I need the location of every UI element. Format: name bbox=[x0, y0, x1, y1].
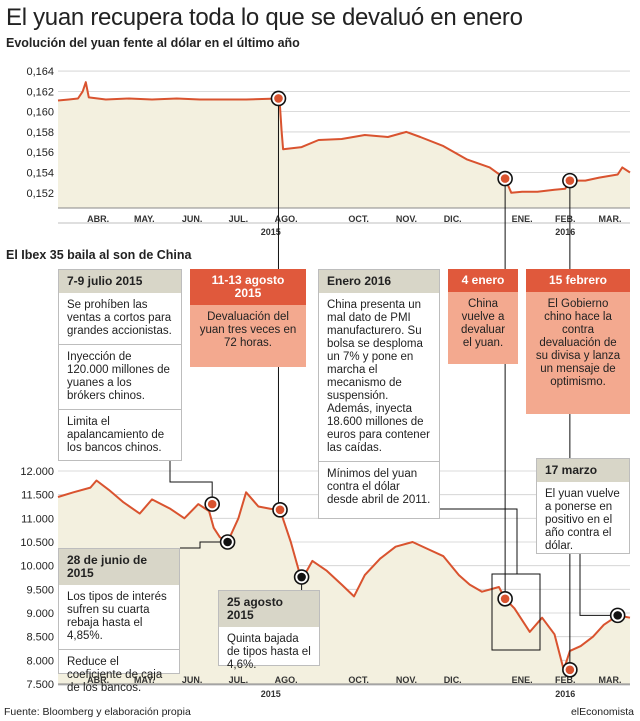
yuan-y-tick-label: 0,162 bbox=[26, 86, 54, 98]
ibex-area bbox=[58, 480, 630, 684]
box-jul-2015-p3: Limita el apalancamiento de los bancos c… bbox=[59, 409, 181, 461]
box-jul-2015-header: 7-9 julio 2015 bbox=[59, 270, 181, 293]
box-4-enero-header: 4 enero bbox=[448, 269, 518, 292]
yuan-x-tick-label: JUN. bbox=[182, 214, 203, 224]
yuan-x-tick-label: ABR. bbox=[87, 214, 109, 224]
yuan-x-tick-label: ENE. bbox=[512, 214, 533, 224]
box-aug-2015: 11-13 agosto 2015 Devaluación del yuan t… bbox=[190, 269, 306, 367]
brand-label: elEconomista bbox=[570, 706, 634, 718]
ene-highlight-box bbox=[491, 573, 541, 651]
box-ene-2016-p2: Mínimos del yuan contra el dólar desde a… bbox=[319, 461, 439, 513]
box-15-febrero: 15 febrero El Gobierno chino hace la con… bbox=[526, 269, 630, 414]
box-4-enero: 4 enero China vuelve a devaluar el yuan. bbox=[448, 269, 518, 364]
ibex-y-tick-label: 9.500 bbox=[26, 584, 54, 596]
box-17-marzo-header: 17 marzo bbox=[537, 459, 629, 482]
ibex-event-marker-dot bbox=[613, 611, 622, 620]
page-title: El yuan recupera toda lo que se devaluó … bbox=[6, 4, 523, 31]
ibex-y-tick-label: 8.500 bbox=[26, 632, 54, 644]
ibex-year-label: 2016 bbox=[555, 689, 575, 699]
ibex-x-tick-label: NOV. bbox=[396, 675, 417, 685]
yuan-y-tick-label: 0,152 bbox=[26, 188, 54, 200]
yuan-event-marker-dot bbox=[565, 176, 575, 185]
yuan-event-marker-dot bbox=[500, 174, 510, 183]
ibex-event-marker-dot bbox=[207, 499, 217, 509]
box-jul-2015-p2: Inyección de 120.000 millones de yuanes … bbox=[59, 344, 181, 409]
ibex-x-tick-label: DIC. bbox=[444, 675, 462, 685]
box-jul-2015: 7-9 julio 2015 Se prohíben las ventas a … bbox=[58, 269, 182, 461]
ibex-x-tick-label: MAY. bbox=[134, 675, 155, 685]
ibex-y-tick-label: 11.000 bbox=[21, 513, 54, 525]
yuan-x-tick-label: AGO. bbox=[275, 214, 298, 224]
yuan-y-tick-label: 0,154 bbox=[26, 168, 54, 180]
box-aug-2015-header: 11-13 agosto 2015 bbox=[190, 269, 306, 305]
ibex-y-tick-label: 8.000 bbox=[26, 655, 54, 667]
yuan-year-label: 2016 bbox=[555, 227, 575, 237]
yuan-x-tick-label: JUL. bbox=[229, 214, 249, 224]
ibex-event-marker-dot bbox=[565, 665, 575, 675]
ibex-year-label: 2015 bbox=[261, 689, 281, 699]
yuan-x-tick-label: FEB. bbox=[555, 214, 576, 224]
ibex-y-tick-label: 10.000 bbox=[20, 561, 54, 573]
ibex-x-tick-label: FEB. bbox=[555, 675, 576, 685]
box-4-enero-p1: China vuelve a devaluar el yuan. bbox=[448, 292, 518, 364]
ibex-series-line bbox=[57, 479, 631, 671]
box-17-marzo-p1: El yuan vuelve a ponerse en positivo en … bbox=[545, 488, 620, 552]
box-28-junio-header: 28 de junio de 2015 bbox=[59, 549, 179, 585]
ibex-event-marker-dot bbox=[275, 505, 285, 515]
ibex-x-tick-label: MAR. bbox=[598, 675, 621, 685]
ibex-event-marker-dot bbox=[500, 594, 510, 604]
ibex-x-tick-label: JUN. bbox=[182, 675, 203, 685]
yuan-area bbox=[58, 82, 630, 208]
yuan-y-tick-label: 0,160 bbox=[26, 107, 54, 119]
connector-mar17-box bbox=[579, 554, 618, 616]
box-ene-2016-header: Enero 2016 bbox=[319, 270, 439, 293]
box-25-agosto-p1: Quinta bajada de tipos hasta el 4,6%. bbox=[227, 633, 311, 671]
bottom-chart-subtitle: El Ibex 35 baila al son de China bbox=[6, 248, 192, 262]
ibex-y-tick-label: 11.500 bbox=[21, 490, 54, 502]
ibex-y-tick-label: 12.000 bbox=[20, 466, 54, 478]
box-28-junio-2015: 28 de junio de 2015 Los tipos de interés… bbox=[58, 548, 180, 694]
ibex-x-tick-label: ABR. bbox=[87, 675, 109, 685]
ibex-y-tick-label: 9.000 bbox=[26, 608, 54, 620]
yuan-year-label: 2015 bbox=[261, 227, 281, 237]
box-25-agosto-2015: 25 agosto 2015 Quinta bajada de tipos ha… bbox=[218, 590, 320, 671]
box-ene-2016: Enero 2016 China presenta un mal dato de… bbox=[318, 269, 440, 519]
ibex-x-tick-label: ENE. bbox=[512, 675, 533, 685]
yuan-x-tick-label: MAY. bbox=[134, 214, 155, 224]
yuan-y-tick-label: 0,158 bbox=[26, 127, 54, 139]
connector-jun28-box bbox=[180, 541, 228, 549]
ibex-x-tick-label: JUL. bbox=[229, 675, 249, 685]
yuan-x-tick-label: OCT. bbox=[348, 214, 369, 224]
yuan-x-tick-label: MAR. bbox=[598, 214, 621, 224]
ibex-event-marker-dot bbox=[297, 572, 306, 582]
ibex-y-tick-label: 10.500 bbox=[20, 537, 54, 549]
top-chart-subtitle: Evolución del yuan fente al dólar en el … bbox=[6, 36, 300, 50]
yuan-x-tick-label: DIC. bbox=[444, 214, 462, 224]
yuan-y-tick-label: 0,156 bbox=[26, 147, 54, 159]
box-25-agosto-header: 25 agosto 2015 bbox=[219, 591, 319, 627]
box-28-junio-p2: Reduce el coeficiente de caja de los ban… bbox=[59, 649, 179, 701]
yuan-x-tick-label: NOV. bbox=[396, 214, 417, 224]
box-15-febrero-header: 15 febrero bbox=[526, 269, 630, 292]
yuan-event-marker-dot bbox=[274, 94, 283, 103]
box-ene-2016-p1: China presenta un mal dato de PMI manufa… bbox=[327, 299, 430, 454]
source-footer: Fuente: Bloomberg y elaboración propia bbox=[4, 706, 191, 718]
ibex-x-tick-label: OCT. bbox=[348, 675, 369, 685]
box-17-marzo: 17 marzo El yuan vuelve a ponerse en pos… bbox=[536, 458, 630, 554]
connector-ene-box bbox=[440, 508, 518, 574]
yuan-series-line bbox=[57, 81, 631, 194]
yuan-y-tick-label: 0,164 bbox=[26, 66, 54, 78]
ibex-y-tick-label: 7.500 bbox=[26, 679, 54, 691]
box-jul-2015-p1: Se prohíben las ventas a cortos para gra… bbox=[67, 299, 172, 337]
ibex-x-tick-label: AGO. bbox=[275, 675, 298, 685]
box-15-febrero-p1: El Gobierno chino hace la contra devalua… bbox=[526, 292, 630, 414]
connector-jul-box bbox=[169, 461, 213, 505]
box-28-junio-p1: Los tipos de interés sufren su cuarta re… bbox=[67, 591, 167, 642]
ibex-event-marker-dot bbox=[223, 537, 232, 547]
box-aug-2015-p1: Devaluación del yuan tres veces en 72 ho… bbox=[190, 305, 306, 367]
